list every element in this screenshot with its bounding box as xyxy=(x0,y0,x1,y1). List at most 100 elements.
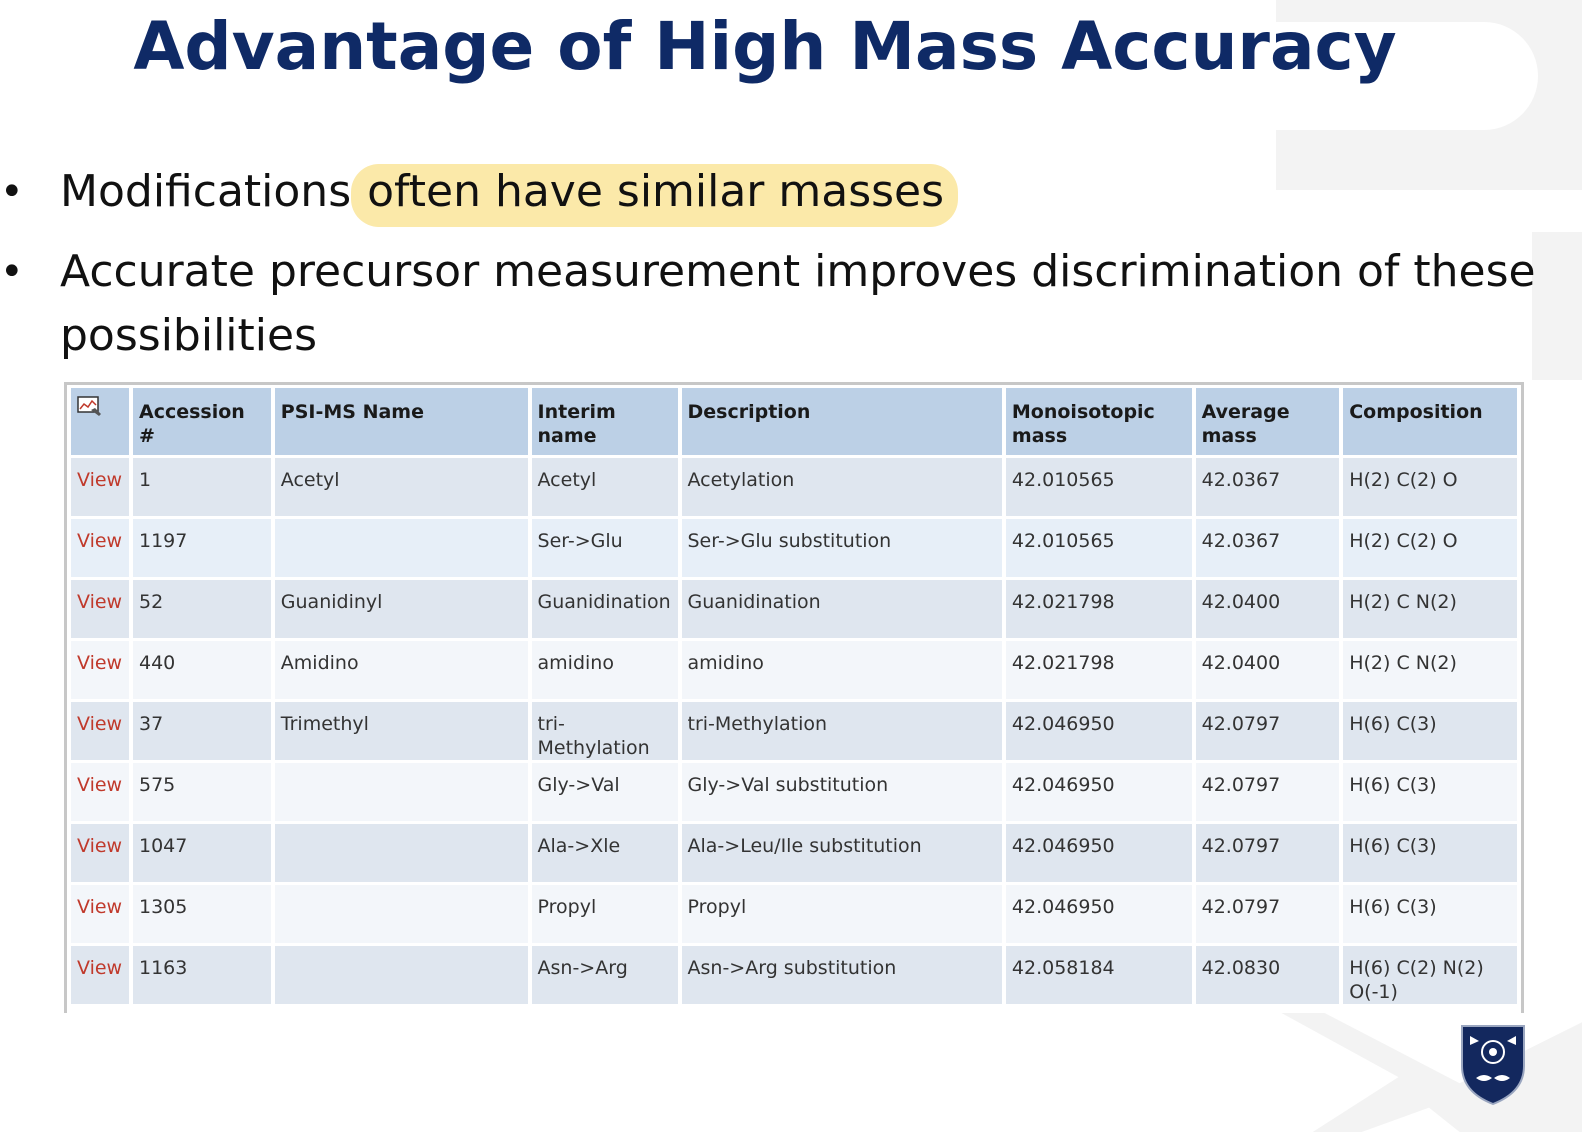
watermark-shape-inner xyxy=(1276,22,1538,130)
composition-cell: H(6) C(3) xyxy=(1343,702,1517,760)
interim-name-cell: tri-Methylation xyxy=(531,702,678,760)
column-header-composition: Composition xyxy=(1343,388,1517,455)
average-cell: 42.0400 xyxy=(1195,641,1340,699)
average-cell: 42.0797 xyxy=(1195,885,1340,943)
psi-name-cell xyxy=(274,824,528,882)
modifications-table: Accession # PSI-MS Name Interim name Des… xyxy=(67,385,1521,1007)
bullet-text: Modifications xyxy=(60,166,352,217)
average-cell: 42.0367 xyxy=(1195,519,1340,577)
interim-name-cell: Asn->Arg xyxy=(531,946,678,1004)
psi-name-cell xyxy=(274,885,528,943)
watermark-shape xyxy=(1276,1010,1582,1132)
psi-name-cell: Trimethyl xyxy=(274,702,528,760)
view-link[interactable]: View xyxy=(71,946,129,1004)
chart-icon[interactable] xyxy=(77,396,103,418)
description-cell: Gly->Val substitution xyxy=(681,763,1002,821)
accession-cell: 37 xyxy=(132,702,271,760)
description-cell: amidino xyxy=(681,641,1002,699)
average-cell: 42.0797 xyxy=(1195,824,1340,882)
bullet-text: Accurate precursor measurement improves … xyxy=(60,246,1536,361)
description-cell: Ser->Glu substitution xyxy=(681,519,1002,577)
bullet-dot-icon: • xyxy=(0,169,24,215)
column-header-monoisotopic-mass: Monoisotopic mass xyxy=(1005,388,1192,455)
interim-name-cell: Acetyl xyxy=(531,458,678,516)
highlighted-text: often have similar masses xyxy=(351,164,959,227)
psi-name-cell: Amidino xyxy=(274,641,528,699)
interim-name-cell: Guanidination xyxy=(531,580,678,638)
composition-cell: H(6) C(3) xyxy=(1343,763,1517,821)
composition-cell: H(6) C(3) xyxy=(1343,885,1517,943)
accession-cell: 440 xyxy=(132,641,271,699)
modifications-table-frame: Accession # PSI-MS Name Interim name Des… xyxy=(64,382,1524,1013)
table-row: View 1305 Propyl Propyl 42.046950 42.079… xyxy=(71,885,1517,943)
monoisotopic-cell: 42.046950 xyxy=(1005,885,1192,943)
watermark-shape xyxy=(1532,232,1582,380)
monoisotopic-cell: 42.021798 xyxy=(1005,580,1192,638)
monoisotopic-cell: 42.010565 xyxy=(1005,458,1192,516)
view-link[interactable]: View xyxy=(71,763,129,821)
bullet-dot-icon: • xyxy=(0,249,24,295)
slide-title: Advantage of High Mass Accuracy xyxy=(133,8,1397,85)
psi-name-cell: Guanidinyl xyxy=(274,580,528,638)
interim-name-cell: Gly->Val xyxy=(531,763,678,821)
average-cell: 42.0797 xyxy=(1195,702,1340,760)
composition-cell: H(6) C(3) xyxy=(1343,824,1517,882)
table-row: View 1 Acetyl Acetyl Acetylation 42.0105… xyxy=(71,458,1517,516)
accession-cell: 1163 xyxy=(132,946,271,1004)
psi-name-cell xyxy=(274,946,528,1004)
description-cell: Asn->Arg substitution xyxy=(681,946,1002,1004)
monoisotopic-cell: 42.046950 xyxy=(1005,824,1192,882)
view-link[interactable]: View xyxy=(71,702,129,760)
psi-name-cell: Acetyl xyxy=(274,458,528,516)
monoisotopic-cell: 42.046950 xyxy=(1005,702,1192,760)
column-header-accession: Accession # xyxy=(132,388,271,455)
column-header-psi-ms-name: PSI-MS Name xyxy=(274,388,528,455)
view-link[interactable]: View xyxy=(71,519,129,577)
description-cell: Propyl xyxy=(681,885,1002,943)
average-cell: 42.0400 xyxy=(1195,580,1340,638)
interim-name-cell: Propyl xyxy=(531,885,678,943)
interim-name-cell: Ser->Glu xyxy=(531,519,678,577)
table-row: View 52 Guanidinyl Guanidination Guanidi… xyxy=(71,580,1517,638)
view-link[interactable]: View xyxy=(71,885,129,943)
composition-cell: H(2) C N(2) xyxy=(1343,641,1517,699)
table-row: View 1163 Asn->Arg Asn->Arg substitution… xyxy=(71,946,1517,1004)
composition-cell: H(6) C(2) N(2) O(-1) xyxy=(1343,946,1517,1004)
average-cell: 42.0797 xyxy=(1195,763,1340,821)
view-link[interactable]: View xyxy=(71,641,129,699)
description-cell: Guanidination xyxy=(681,580,1002,638)
table-row: View 440 Amidino amidino amidino 42.0217… xyxy=(71,641,1517,699)
bullet-list: • Modifications often have similar masse… xyxy=(0,160,1582,368)
accession-cell: 1 xyxy=(132,458,271,516)
composition-cell: H(2) C(2) O xyxy=(1343,458,1517,516)
view-link[interactable]: View xyxy=(71,580,129,638)
column-header-description: Description xyxy=(681,388,1002,455)
accession-cell: 1197 xyxy=(132,519,271,577)
accession-cell: 1305 xyxy=(132,885,271,943)
table-row: View 575 Gly->Val Gly->Val substitution … xyxy=(71,763,1517,821)
accession-cell: 575 xyxy=(132,763,271,821)
table-row: View 1197 Ser->Glu Ser->Glu substitution… xyxy=(71,519,1517,577)
header-icon-cell[interactable] xyxy=(71,388,129,455)
university-crest-icon xyxy=(1460,1022,1526,1106)
psi-name-cell xyxy=(274,519,528,577)
composition-cell: H(2) C(2) O xyxy=(1343,519,1517,577)
monoisotopic-cell: 42.010565 xyxy=(1005,519,1192,577)
average-cell: 42.0367 xyxy=(1195,458,1340,516)
column-header-interim-name: Interim name xyxy=(531,388,678,455)
table-row: View 37 Trimethyl tri-Methylation tri-Me… xyxy=(71,702,1517,760)
description-cell: tri-Methylation xyxy=(681,702,1002,760)
bullet-item: • Modifications often have similar masse… xyxy=(0,160,1540,227)
composition-cell: H(2) C N(2) xyxy=(1343,580,1517,638)
description-cell: Ala->Leu/Ile substitution xyxy=(681,824,1002,882)
average-cell: 42.0830 xyxy=(1195,946,1340,1004)
description-cell: Acetylation xyxy=(681,458,1002,516)
monoisotopic-cell: 42.046950 xyxy=(1005,763,1192,821)
table-row: View 1047 Ala->Xle Ala->Leu/Ile substitu… xyxy=(71,824,1517,882)
interim-name-cell: amidino xyxy=(531,641,678,699)
view-link[interactable]: View xyxy=(71,458,129,516)
accession-cell: 1047 xyxy=(132,824,271,882)
view-link[interactable]: View xyxy=(71,824,129,882)
bullet-item: • Accurate precursor measurement improve… xyxy=(0,240,1540,368)
table-header-row: Accession # PSI-MS Name Interim name Des… xyxy=(71,388,1517,455)
